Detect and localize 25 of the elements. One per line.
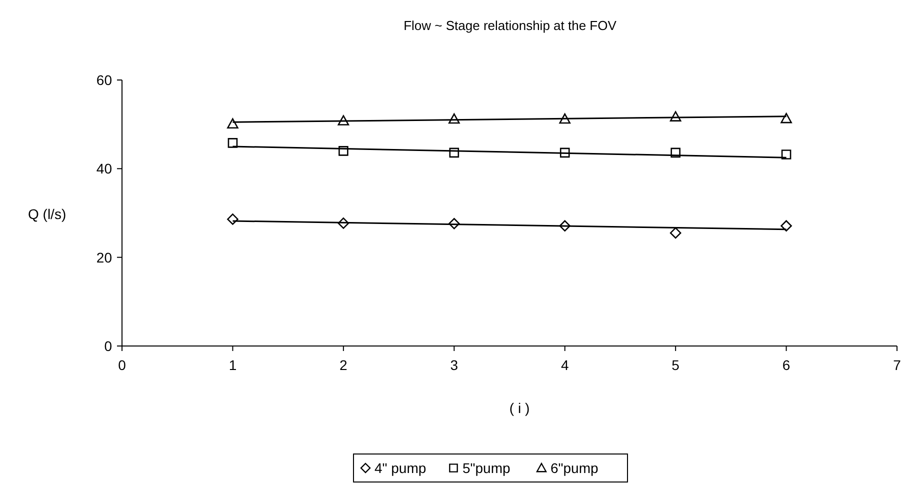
x-tick-label: 7	[893, 357, 901, 373]
x-tick-label: 3	[450, 357, 458, 373]
x-tick-label: 1	[228, 357, 237, 373]
y-tick-label: 40	[96, 160, 112, 177]
y-tick-label: 0	[104, 338, 112, 354]
point	[227, 214, 238, 225]
legend-label: 4" pump	[374, 460, 426, 476]
point	[780, 112, 792, 124]
x-tick-label: 5	[672, 357, 680, 373]
x-axis-title: ( i )	[509, 400, 530, 416]
point	[670, 227, 682, 239]
y-axis-title: Q (l/s)	[28, 206, 66, 222]
y-tick-label: 60	[96, 72, 112, 88]
point	[227, 118, 238, 129]
point	[780, 220, 792, 232]
x-tick-label: 6	[782, 357, 790, 373]
legend-label: 5"pump	[462, 460, 510, 476]
point	[228, 138, 238, 148]
x-tick-label: 0	[118, 357, 126, 373]
x-tick-label: 2	[340, 357, 348, 373]
x-tick-label: 4	[560, 357, 569, 373]
point	[781, 150, 792, 160]
chart-title: Flow ~ Stage relationship at the FOV	[404, 18, 617, 33]
y-tick-label: 20	[96, 249, 112, 266]
legend-label: 6"pump	[550, 460, 598, 476]
